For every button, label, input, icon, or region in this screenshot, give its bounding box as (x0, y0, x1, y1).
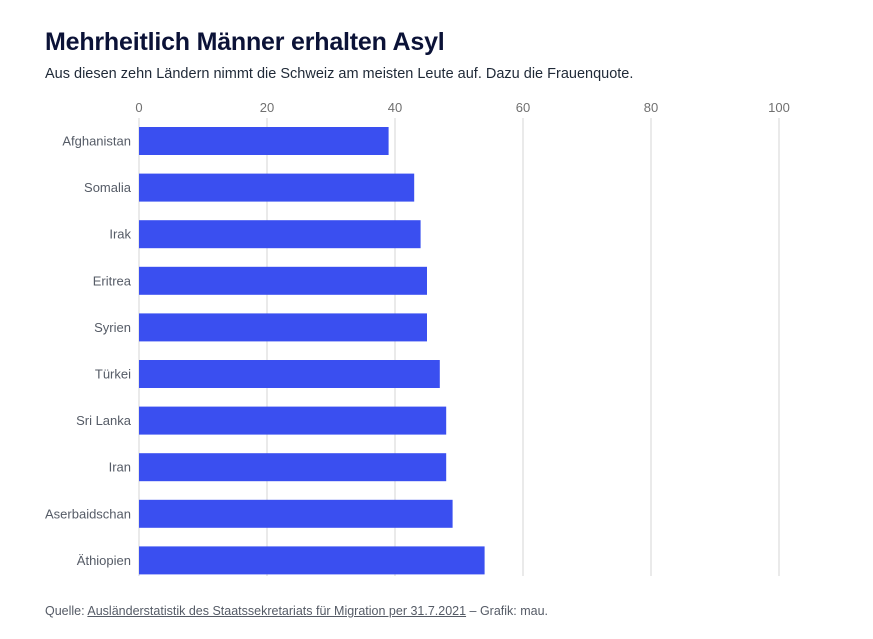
category-label: Iran (109, 460, 131, 475)
chart-subtitle: Aus diesen zehn Ländern nimmt die Schwei… (45, 66, 634, 82)
x-tick-label: 40 (388, 100, 402, 115)
source-note: Quelle: Ausländerstatistik des Staatssek… (45, 604, 548, 618)
category-label: Somalia (84, 180, 132, 195)
category-label: Äthiopien (77, 553, 131, 568)
x-tick-label: 0 (135, 100, 142, 115)
category-label: Afghanistan (62, 134, 131, 149)
bar (139, 266, 427, 295)
category-label: Türkei (95, 367, 131, 382)
x-tick-label: 20 (260, 100, 274, 115)
bar (139, 360, 440, 388)
category-label: Aserbaidschan (45, 506, 131, 521)
bar (139, 173, 415, 202)
bar (139, 127, 389, 155)
category-label: Irak (109, 227, 131, 242)
bars (139, 127, 485, 575)
source-suffix: – Grafik: mau. (466, 604, 549, 618)
category-label: Eritrea (93, 273, 132, 288)
bar (139, 453, 447, 482)
bar (139, 313, 427, 342)
x-tick-label: 60 (516, 100, 530, 115)
bar (139, 220, 421, 249)
chart-title: Mehrheitlich Männer erhalten Asyl (45, 28, 445, 56)
category-label: Sri Lanka (76, 413, 132, 428)
grid-lines (138, 118, 780, 576)
bar (139, 546, 485, 575)
category-label: Syrien (94, 320, 131, 335)
x-tick-label: 80 (644, 100, 658, 115)
x-tick-label: 100 (768, 100, 790, 115)
bar (139, 406, 447, 435)
category-labels: Afghanistan Somalia Irak Eritrea Syrien Türke… (45, 134, 132, 568)
bar-chart: 0 20 40 60 80 100 Afghanistan Somalia Irak Eritr… (45, 100, 790, 576)
source-link[interactable]: Ausländerstatistik des Staatssekretariat… (87, 604, 467, 618)
source-prefix: Quelle: (45, 604, 88, 618)
bar (139, 499, 453, 528)
x-axis-ticks: 0 20 40 60 80 100 (135, 100, 789, 115)
